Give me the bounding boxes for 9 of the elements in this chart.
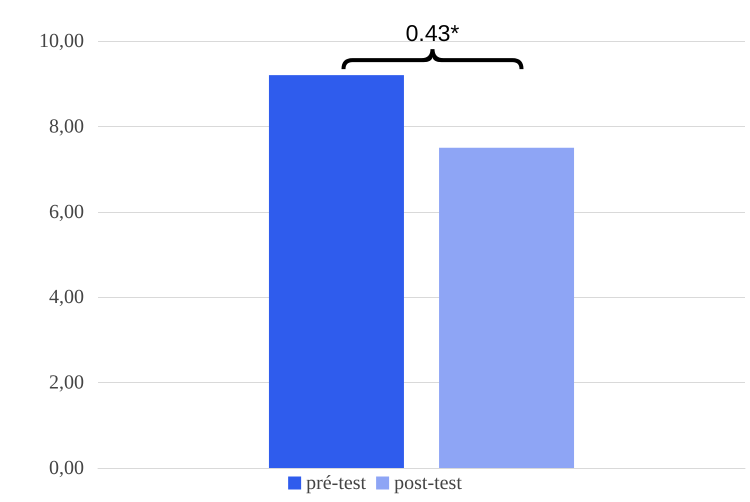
annotation: 0.43* xyxy=(406,20,460,46)
y-tick-label: 4,00 xyxy=(49,286,84,308)
legend-label: pré-test xyxy=(306,472,367,494)
y-tick-label: 8,00 xyxy=(49,115,84,138)
legend-label: post-test xyxy=(394,472,462,494)
y-tick-label: 2,00 xyxy=(49,372,84,394)
y-tick-label: 0,00 xyxy=(49,457,84,479)
y-tick-label: 6,00 xyxy=(49,200,84,223)
y-tick-label: 10,00 xyxy=(39,30,84,52)
